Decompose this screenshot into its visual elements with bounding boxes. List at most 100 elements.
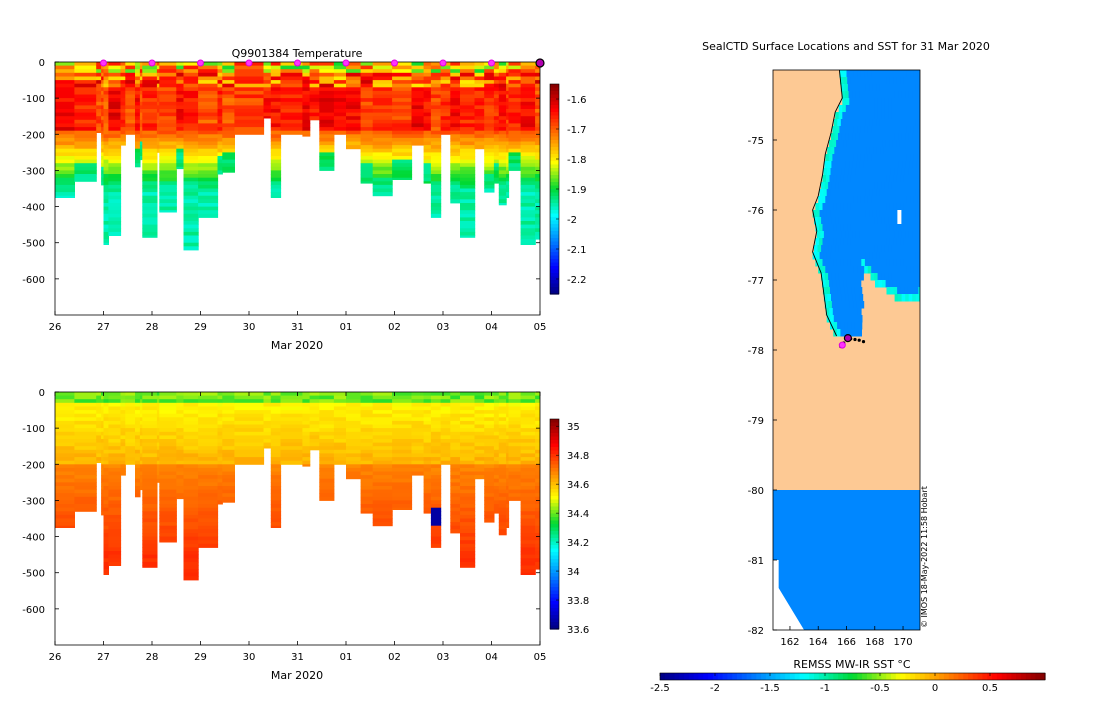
sst-cell — [896, 280, 901, 288]
heatmap-cell — [423, 94, 432, 99]
heatmap-cell — [474, 457, 485, 462]
sst-cell — [844, 322, 849, 330]
sst-cell — [867, 245, 871, 253]
sst-cell — [889, 280, 894, 288]
heatmap-cell — [535, 203, 540, 208]
heatmap-cell — [423, 163, 432, 168]
heatmap-cell — [103, 496, 109, 501]
heatmap-cell — [346, 83, 362, 88]
heatmap-cell — [360, 489, 374, 494]
heatmap-cell — [430, 428, 442, 433]
profile-column — [460, 392, 476, 568]
heatmap-cell — [520, 417, 536, 422]
heatmap-cell — [440, 98, 451, 103]
sst-cell — [902, 112, 907, 120]
heatmap-cell — [108, 543, 122, 548]
heatmap-cell — [108, 228, 122, 233]
heatmap-cell — [493, 511, 500, 514]
heatmap-cell — [55, 130, 75, 135]
heatmap-cell — [430, 170, 442, 175]
colorbar-swatch — [838, 673, 844, 680]
heatmap-cell — [498, 166, 507, 171]
heatmap-cell — [103, 184, 109, 189]
heatmap-cell — [423, 156, 432, 161]
heatmap-cell — [159, 188, 177, 193]
heatmap-cell — [319, 471, 335, 476]
heatmap-cell — [103, 145, 109, 150]
colorbar-swatch — [1016, 673, 1022, 680]
heatmap-cell — [535, 565, 540, 570]
heatmap-cell — [506, 65, 510, 70]
heatmap-cell — [372, 170, 393, 175]
heatmap-cell — [346, 392, 362, 397]
sst-cell — [860, 126, 865, 134]
heatmap-cell — [474, 471, 485, 476]
sst-cell — [855, 231, 860, 239]
sst-cell — [894, 168, 899, 176]
colorbar-swatch — [550, 443, 559, 448]
sst-cell — [817, 245, 822, 253]
colorbar-swatch — [953, 673, 959, 680]
heatmap-cell — [520, 105, 536, 110]
heatmap-cell — [198, 402, 219, 407]
heatmap-cell — [535, 471, 540, 476]
heatmap-cell — [493, 62, 500, 67]
heatmap-cell — [103, 116, 109, 121]
heatmap-cell — [535, 116, 540, 121]
colorbar-swatch — [550, 224, 559, 229]
heatmap-cell — [176, 105, 185, 110]
heatmap-cell — [508, 163, 522, 168]
sst-cell — [861, 238, 866, 246]
y-tick-label: 0 — [39, 388, 45, 399]
seal-last-position — [843, 334, 853, 343]
heatmap-cell — [270, 192, 282, 197]
sst-cell — [868, 203, 873, 211]
heatmap-cell — [139, 420, 143, 425]
heatmap-cell — [135, 83, 141, 88]
heatmap-cell — [198, 395, 219, 400]
heatmap-cell — [508, 486, 522, 491]
heatmap-cell — [460, 98, 476, 103]
heatmap-cell — [183, 511, 199, 516]
heatmap-cell — [346, 90, 362, 95]
heatmap-cell — [156, 123, 160, 128]
heatmap-cell — [450, 489, 461, 494]
profile-column — [222, 392, 235, 503]
heatmap-cell — [508, 392, 522, 397]
sst-cell — [903, 280, 908, 288]
heatmap-cell — [484, 428, 495, 433]
heatmap-cell — [360, 507, 374, 512]
sst-cell — [897, 168, 902, 176]
heatmap-cell — [508, 424, 522, 429]
sst-cell — [831, 294, 835, 302]
profile-column — [302, 392, 311, 467]
sst-cell — [900, 84, 905, 92]
heatmap-cell — [535, 156, 540, 161]
heatmap-cell — [493, 159, 500, 164]
colorbar-swatch — [550, 538, 559, 543]
heatmap-cell — [159, 62, 177, 67]
heatmap-cell — [108, 174, 122, 179]
heatmap-cell — [506, 431, 510, 436]
heatmap-cell — [302, 127, 311, 132]
heatmap-cell — [96, 83, 102, 88]
sst-cell — [879, 259, 883, 267]
sst-cell — [836, 329, 841, 337]
heatmap-cell — [392, 457, 413, 462]
heatmap-cell — [508, 112, 522, 117]
heatmap-cell — [198, 482, 219, 487]
heatmap-cell — [183, 482, 199, 487]
heatmap-cell — [460, 392, 476, 397]
profile-column — [222, 62, 235, 173]
heatmap-cell — [156, 453, 160, 458]
heatmap-cell — [96, 431, 102, 436]
heatmap-cell — [493, 428, 500, 433]
heatmap-cell — [302, 402, 311, 407]
y-tick-label: -500 — [22, 569, 45, 580]
sst-cell — [841, 133, 846, 141]
heatmap-cell — [430, 65, 442, 70]
heatmap-cell — [498, 395, 507, 400]
heatmap-cell — [450, 514, 461, 519]
sst-cell — [826, 175, 830, 183]
heatmap-cell — [108, 446, 122, 451]
